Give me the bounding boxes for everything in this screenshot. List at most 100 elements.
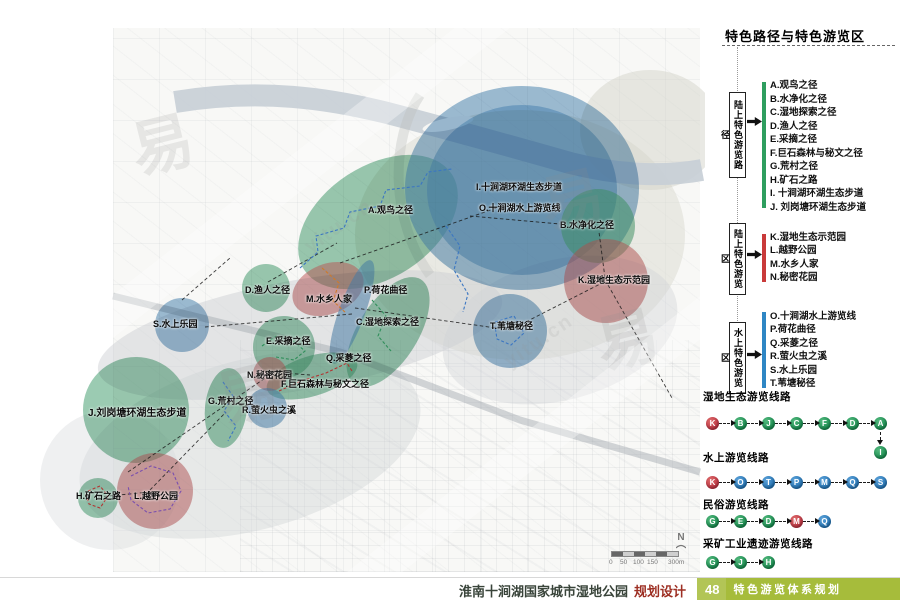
dashed-arrow-icon [775,420,792,426]
legend-group-box-water-areas: 水上特色游览区 [720,322,746,394]
dashed-arrow-icon [775,518,792,524]
zone-s-waterpark [155,298,209,352]
scale-tick: 50 [620,559,628,566]
route-heading: 湿地生态游览线路 [703,391,791,403]
legend-item: L.越野公园 [770,245,817,257]
route-row-water: K O T P M Q S [706,476,887,489]
route-stop: J [762,417,775,430]
legend-group-box-land-paths: 陆上特色游览路径 [720,92,746,178]
legend-item: R.萤火虫之溪 [770,351,828,363]
dashed-arrow-icon [719,518,736,524]
legend-item: G.荒村之径 [770,161,819,172]
scale-tick: 0 [609,559,613,566]
map-label: S.水上乐园 [153,319,198,329]
route-connectors [97,205,673,498]
route-stop: F [818,417,831,430]
zone-t-reeds [473,294,547,368]
legend-item: Q.采菱之径 [770,337,819,349]
route-stop: A [874,417,887,430]
route-row-wetland: K B J C F D A [706,417,887,430]
scale-tick: 100 [633,559,644,566]
legend-items-land-paths: A.观鸟之径 B.水净化之径 C.湿地探索之径 D.渔人之径 E.采摘之径 F.… [770,79,866,214]
legend-item: S.水上乐园 [770,364,817,376]
map-label: Q.采菱之径 [326,353,372,363]
map-label: I.十涧湖环湖生态步道 [476,182,563,192]
legend-item: D.渔人之径 [770,120,818,132]
legend-title-rule [722,45,895,46]
legend-item: B.水净化之径 [770,93,828,105]
legend-item: C.湿地探索之径 [770,107,837,118]
page-title: 特色游览体系规划 [733,584,842,596]
zone-n-secret-garden [253,357,287,391]
legend-group-box-land-areas: 陆上特色游览区 [720,223,746,295]
legend-item: I. 十涧湖环湖生态步道 [770,188,864,199]
map-label: M.水乡人家 [306,294,352,304]
map-label: O.十涧湖水上游览线 [479,203,561,213]
route-stop: M [790,515,803,528]
dashed-arrow-icon [803,420,820,426]
route-stop: Q [818,515,831,528]
legend-bar-red [762,234,766,282]
map-label: J.刘岗塘环湖生态步道 [88,408,187,419]
route-stop: B [734,417,747,430]
route-heading: 民俗游览线路 [703,499,769,511]
scale-bar [611,551,679,557]
dashed-arrow-icon [719,479,736,485]
route-stop: K [706,476,719,489]
legend-item: O.十涧湖水上游览线 [770,311,857,322]
legend-title: 特色路径与特色游览区 [725,29,866,44]
dashed-arrow-icon [747,420,764,426]
dashed-arrow-icon [831,479,848,485]
route-stop: T [762,476,775,489]
route-stop: I [874,446,887,459]
project-name: 淮南十涧湖国家城市湿地公园 [458,584,628,599]
right-arrow-icon [747,350,762,359]
route-stop: O [734,476,747,489]
theme-trails [85,168,525,514]
legend-items-land-areas: K.湿地生态示范园 L.越野公园 M.水乡人家 N.秘密花园 [770,231,846,284]
north-glyph [675,544,687,549]
route-stop: J [734,556,747,569]
feature-zones [78,86,648,529]
zone-k-demonstration [564,239,648,323]
dashed-arrow-icon [747,559,764,565]
map-label: D.渔人之径 [245,285,291,295]
map-label: K.湿地生态示范园 [578,275,651,285]
route-row-mining: G J H [706,556,775,569]
route-stop: K [706,417,719,430]
map-label: C.湿地探索之径 [356,317,420,327]
route-stop: S [874,476,887,489]
legend-item: M.水乡人家 [770,258,819,270]
legend-bar-blue [762,312,766,388]
dashed-arrow-icon [719,559,736,565]
route-stop: M [818,476,831,489]
dashed-arrow-icon [803,518,820,524]
route-stop: C [790,417,803,430]
route-heading: 水上游览线路 [703,452,769,464]
zone-f-boulder-forest [266,352,358,400]
legend-item: F.巨石森林与秘文之径 [770,147,863,159]
north-arrow: N [675,533,687,551]
footer-bar: 淮南十涧湖国家城市湿地公园 规划设计 48 特色游览体系规划 [0,577,900,600]
map-label: A.观鸟之径 [368,205,414,215]
map-label: F.巨石森林与秘文之径 [281,379,370,389]
legend-dotted-line [737,47,738,393]
dashed-arrow-icon [803,479,820,485]
legend-item: A.观鸟之径 [770,80,818,91]
map-label: E.采摘之径 [266,336,311,346]
legend-item: K.湿地生态示范园 [770,232,847,243]
dashed-arrow-icon [747,518,764,524]
legend-item: J. 刘岗塘环湖生态步道 [770,201,867,213]
map-label: N.秘密花园 [247,370,293,380]
route-stop: D [846,417,859,430]
legend-items-water-areas: O.十涧湖水上游览线 P.荷花曲径 Q.采菱之径 R.萤火虫之溪 S.水上乐园 … [770,310,856,390]
map-label: H.矿石之路 [76,491,122,501]
dashed-arrow-icon [747,479,764,485]
zone-j-liugangtang [83,357,189,463]
dashed-arrow-icon [831,420,848,426]
map-label: B.水净化之径 [560,220,615,230]
page-title-bar: 48 特色游览体系规划 [697,578,900,600]
route-stop: Q [846,476,859,489]
right-arrow-icon [747,117,762,126]
